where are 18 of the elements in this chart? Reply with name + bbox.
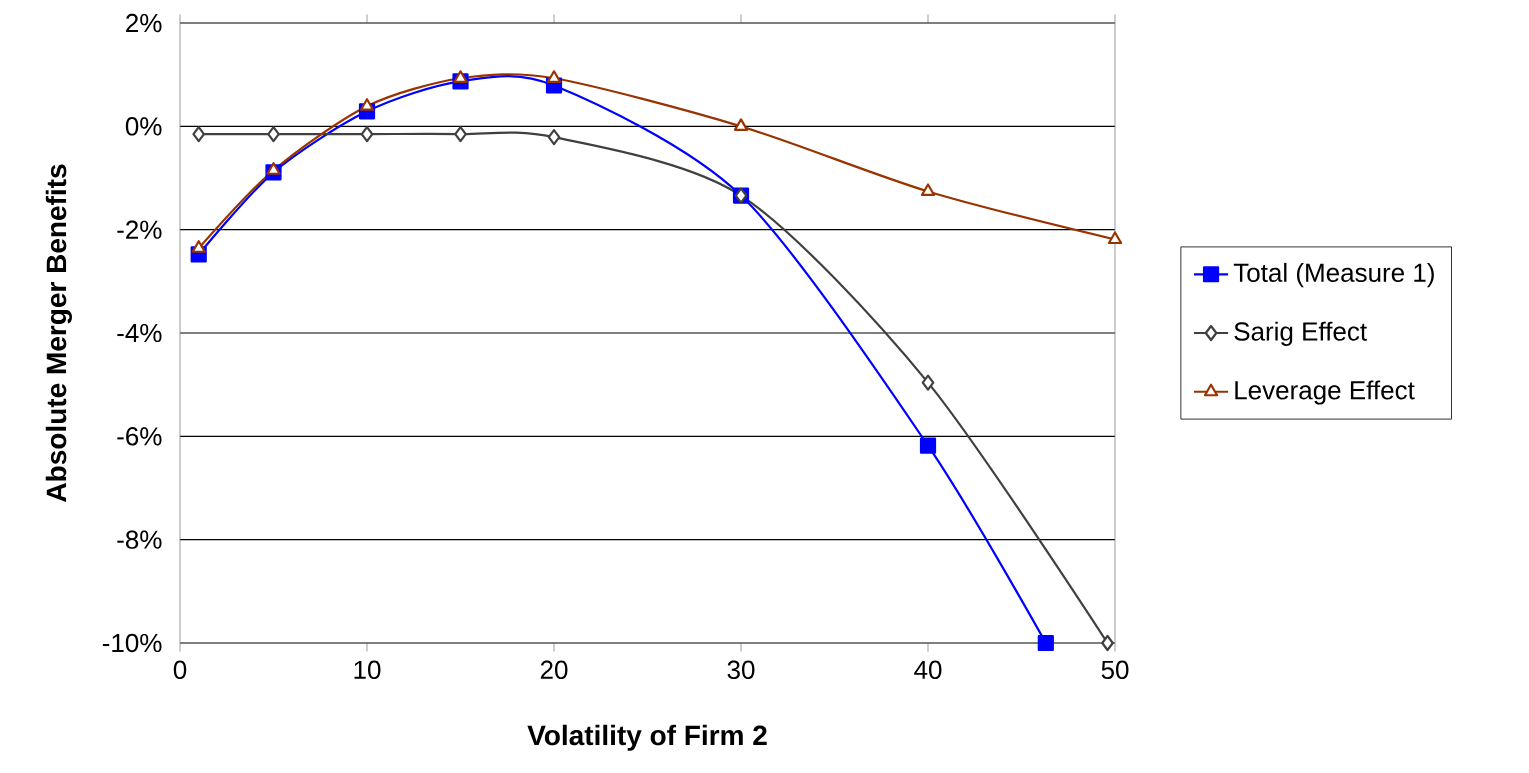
legend-label: Leverage Effect	[1235, 380, 1415, 405]
x-tick-label: 40	[914, 660, 942, 680]
y-tick-label: -10%	[102, 633, 162, 653]
x-tick-label: 10	[354, 660, 381, 680]
y-tick-label: -4%	[117, 323, 162, 343]
x-tick-label: 50	[1101, 660, 1129, 680]
x-tick-label: 20	[540, 660, 568, 680]
y-tick-label: 0%	[125, 117, 162, 136]
legend-label: Sarig Effect	[1234, 321, 1367, 346]
y-tick-label: -6%	[117, 427, 162, 446]
x-axis-title: Volatility of Firm 2	[527, 724, 767, 751]
x-tick-label: 0	[173, 660, 187, 680]
y-tick-label: -8%	[117, 530, 162, 549]
legend-label: Total (Measure 1)	[1233, 262, 1434, 288]
x-tick-label: 30	[727, 660, 755, 680]
y-tick-label: -2%	[117, 220, 162, 239]
y-axis-title: Absolute Merger Benefits	[45, 164, 72, 502]
y-tick-label: 2%	[126, 13, 162, 33]
